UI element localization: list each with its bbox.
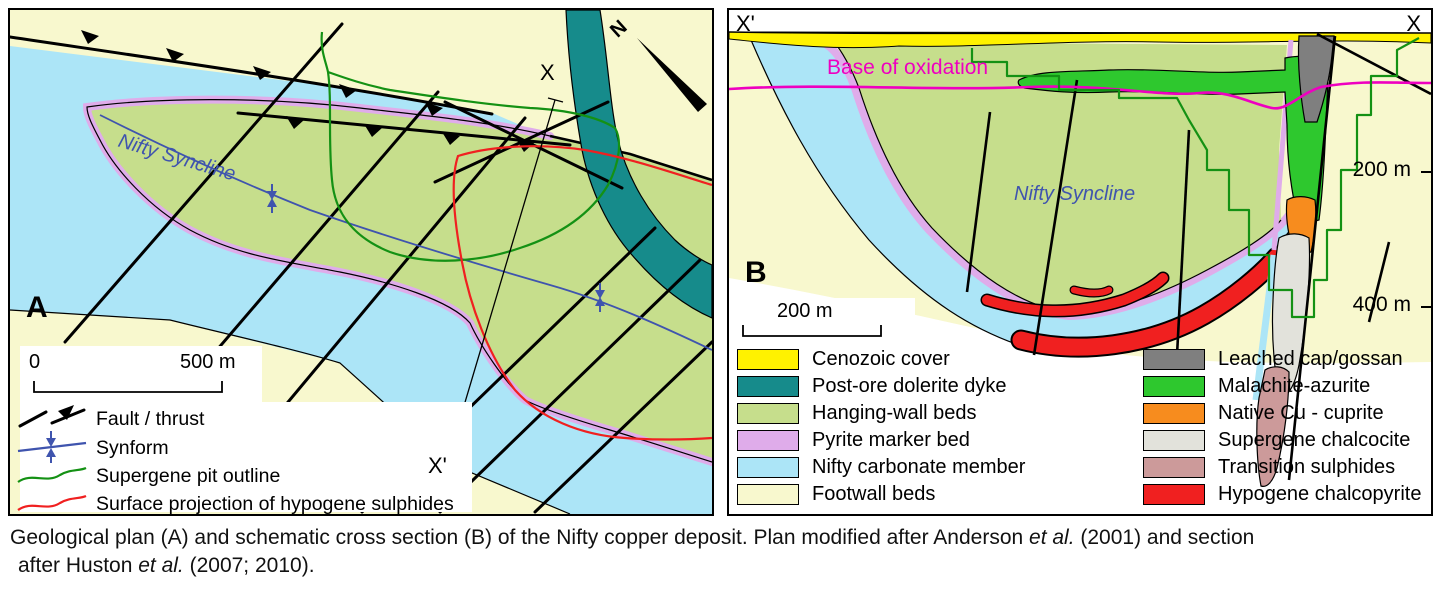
malachite-swatch — [1143, 376, 1205, 397]
legend-row-chalcocite: Supergene chalcocite — [1143, 430, 1421, 451]
carbonate-sliver — [1252, 254, 1278, 401]
leached-cap-body — [1297, 35, 1335, 123]
section-end-label: X — [1406, 11, 1421, 36]
pyrite-contact-line — [86, 99, 712, 463]
legend-column-ore-types: Leached cap/gossan Malachite-azurite Nat… — [1143, 349, 1421, 511]
legend-row-malachite: Malachite-azurite — [1143, 376, 1421, 397]
legend-label: Post-ore dolerite dyke — [812, 375, 1007, 397]
geological-plan-panel: A X X' N Nifty Syncline 0 500 m Fault / … — [8, 8, 714, 516]
scale-bar — [33, 381, 223, 393]
hangingwall-swatch — [737, 403, 799, 424]
north-arrow-needle — [637, 38, 707, 112]
chalcocite-swatch — [1143, 430, 1205, 451]
section-scale-box-bg — [729, 298, 915, 354]
section-fault-lines — [965, 32, 1431, 481]
pyrite-swatch — [737, 430, 799, 451]
syncline-axis-line — [99, 114, 712, 351]
legend-label: Supergene chalcocite — [1218, 429, 1411, 451]
caption-line-2: after Huston et al. (2007; 2010). — [18, 553, 315, 577]
depth-mark-400: 400 m — [1352, 293, 1411, 316]
pit-outline-section — [970, 37, 1420, 319]
cenozoic-swatch — [737, 349, 799, 370]
legend-label: Native Cu - cuprite — [1218, 402, 1384, 424]
legend-label: Nifty carbonate member — [812, 456, 1026, 478]
legend-label: Transition sulphides — [1218, 456, 1396, 478]
hypogene-projection-outline — [452, 145, 712, 441]
legend-label: Hanging-wall beds — [812, 402, 977, 424]
legend-column-rock-units: Cenozoic cover Post-ore dolerite dyke Ha… — [737, 349, 1025, 511]
base-of-oxidation-label: Base of oxidation — [827, 56, 989, 79]
caption-line-1: Geological plan (A) and schematic cross … — [10, 526, 1255, 549]
legend-label: Pyrite marker bed — [812, 429, 970, 451]
supergene-pit-outline — [320, 31, 621, 262]
scale-box-bg — [20, 346, 262, 404]
synform-symbol — [595, 283, 605, 312]
carbonate-limb-region — [751, 40, 1301, 354]
legend-label: Footwall beds — [812, 483, 936, 505]
syncline-label: Nifty Syncline — [1014, 183, 1136, 205]
section-scale-bar — [742, 325, 882, 337]
legend-label-synform: Synform — [96, 437, 169, 459]
transition-swatch — [1143, 457, 1205, 478]
legend-row-dolerite: Post-ore dolerite dyke — [737, 376, 1025, 397]
ground-surface-line — [729, 31, 1431, 35]
section-start-label: X — [540, 60, 555, 85]
legend-row-chalcopyrite: Hypogene chalcopyrite — [1143, 484, 1421, 505]
inner-contact-line — [833, 41, 1282, 314]
plan-map-drawing — [10, 10, 712, 514]
legend-symbol-synform — [17, 431, 87, 463]
base-of-oxidation-line — [729, 81, 1431, 110]
legend-row-carbonate: Nifty carbonate member — [737, 457, 1025, 478]
hanging-wall-lens-region — [87, 99, 712, 462]
chalcopyrite-swatch — [1143, 484, 1205, 505]
panel-b-label: B — [745, 256, 767, 289]
leached-swatch — [1143, 349, 1205, 370]
cuprite-swatch — [1143, 403, 1205, 424]
legend-label-pit-outline: Supergene pit outline — [96, 465, 281, 487]
legend-row-leached: Leached cap/gossan — [1143, 349, 1421, 370]
legend-label: Leached cap/gossan — [1218, 348, 1403, 370]
scale-zero-label: 0 — [29, 351, 41, 373]
depth-ticks — [1421, 171, 1431, 308]
dolerite-swatch — [737, 376, 799, 397]
cross-section-panel: X' X B Base of oxidation Nifty Syncline … — [727, 8, 1433, 516]
section-start-label: X' — [736, 11, 755, 36]
synform-symbol — [267, 184, 277, 213]
legend-symbol-pit-outline — [17, 466, 87, 483]
legend-row-footwall: Footwall beds — [737, 484, 1025, 505]
legend-symbol-hypogene-outline — [17, 494, 87, 511]
section-end-label: X' — [428, 453, 447, 478]
legend-row-pyrite: Pyrite marker bed — [737, 430, 1025, 451]
legend-row-transition: Transition sulphides — [1143, 457, 1421, 478]
cross-section-drawing — [729, 10, 1431, 514]
scale-max-label: 500 m — [180, 351, 236, 373]
hypogene-chalcopyrite-bodies — [980, 246, 1288, 358]
legend-box-bg — [20, 402, 472, 512]
figure-caption: Geological plan (A) and schematic cross … — [10, 524, 1434, 579]
legend-label-fault-thrust: Fault / thrust — [96, 408, 205, 430]
carbonate-swatch — [737, 457, 799, 478]
legend-row-cuprite: Native Cu - cuprite — [1143, 403, 1421, 424]
thrust-teeth — [81, 30, 443, 116]
legend-label: Hypogene chalcopyrite — [1218, 483, 1422, 505]
thrust-fault-line — [10, 35, 494, 116]
legend-row-hangingwall: Hanging-wall beds — [737, 403, 1025, 424]
legend-row-cenozoic: Cenozoic cover — [737, 349, 1025, 370]
section-scale-label: 200 m — [777, 300, 833, 322]
transition-sulphides-body — [1256, 366, 1290, 487]
legend-label-hypogene-outline: Surface projection of hypogene sulphides — [96, 493, 454, 515]
footwall-swatch — [737, 484, 799, 505]
depth-mark-200: 200 m — [1352, 158, 1411, 181]
legend-label: Cenozoic cover — [812, 348, 950, 370]
carbonate-footwall-contact — [10, 309, 571, 514]
legend-symbol-fault-thrust — [18, 405, 86, 428]
panel-a-label: A — [26, 291, 48, 324]
pyrite-marker-stripe — [820, 39, 1303, 321]
legend-label: Malachite-azurite — [1218, 375, 1371, 397]
lens-ne-fault-contact — [549, 134, 712, 182]
